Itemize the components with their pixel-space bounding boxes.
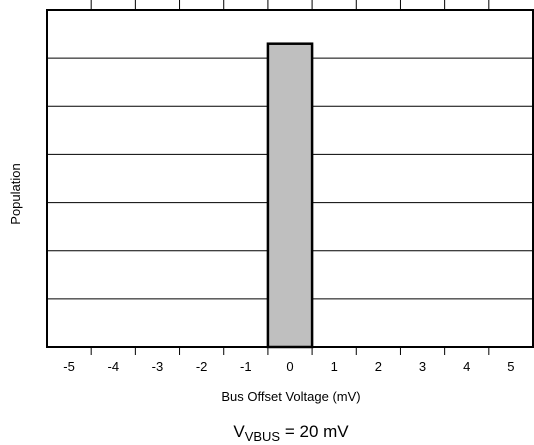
x-tick-label: 1 (331, 359, 338, 374)
bar-1 (266, 42, 314, 349)
condition-label: VVBUS = 20 mV (233, 422, 349, 444)
x-tick-label: -4 (107, 359, 119, 374)
x-tick-label: -3 (152, 359, 164, 374)
x-tick-label: -2 (196, 359, 208, 374)
x-axis-tick-labels: -5 -4 -3 -2 -1 0 1 2 3 4 5 (63, 359, 514, 374)
x-tick-label: 2 (375, 359, 382, 374)
x-tick-label: -1 (240, 359, 252, 374)
x-tick-label: 3 (419, 359, 426, 374)
y-axis-label: Population (8, 163, 23, 224)
x-axis-label: Bus Offset Voltage (mV) (221, 389, 360, 404)
x-tick-label: -5 (63, 359, 75, 374)
condition-suffix: = 20 mV (280, 422, 349, 441)
bars (266, 42, 314, 349)
x-axis-ticks (90, 0, 490, 355)
x-tick-label: 0 (286, 359, 293, 374)
condition-subscript: VBUS (245, 429, 281, 444)
plot-frame (46, 9, 534, 348)
x-tick-label: 5 (507, 359, 514, 374)
condition-prefix: V (233, 422, 245, 441)
x-tick-label: 4 (463, 359, 470, 374)
